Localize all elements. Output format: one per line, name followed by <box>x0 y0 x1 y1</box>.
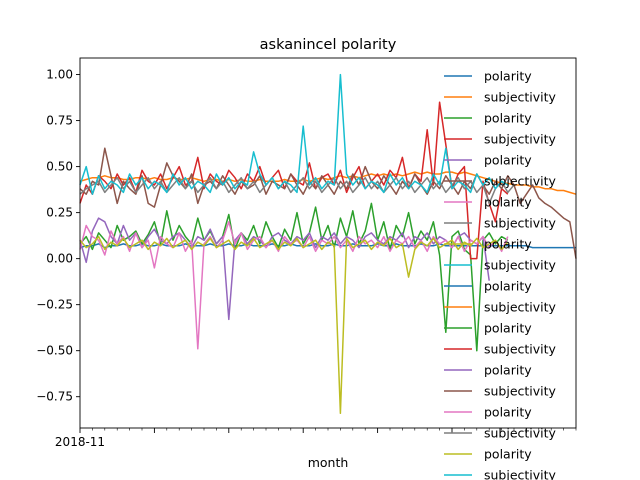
y-tick-label: 0.00 <box>46 252 73 266</box>
x-axis: 2018-11 <box>55 428 577 449</box>
legend-label: subjectivity <box>484 342 557 357</box>
y-tick-label: 0.25 <box>46 206 73 220</box>
legend-label: subjectivity <box>484 384 557 399</box>
y-tick-label: 1.00 <box>46 68 73 82</box>
legend-label: subjectivity <box>484 174 557 189</box>
legend-label: subjectivity <box>484 132 557 147</box>
y-tick-label: −0.50 <box>36 344 73 358</box>
series-line-9-polarity <box>79 235 509 415</box>
legend-label: polarity <box>484 111 532 126</box>
series-line-5-polarity <box>79 217 490 321</box>
y-tick-label: 0.50 <box>46 160 73 174</box>
legend-label: polarity <box>484 279 532 294</box>
legend-label: subjectivity <box>484 216 557 231</box>
legend-label: subjectivity <box>484 468 557 480</box>
y-tick-label: 0.75 <box>46 114 73 128</box>
series-line-3-polarity <box>79 202 509 352</box>
series-line-10-subjectivity <box>79 73 509 195</box>
legend-label: polarity <box>484 195 532 210</box>
y-axis: −0.75 −0.50 −0.25 0.00 0.25 0.50 0.75 1.00 <box>36 68 80 404</box>
legend-label: subjectivity <box>484 300 557 315</box>
series-layer <box>79 73 577 415</box>
series-line-1-polarity <box>79 243 576 249</box>
legend-label: subjectivity <box>484 90 557 105</box>
legend-label: subjectivity <box>484 426 557 441</box>
legend-label: polarity <box>484 405 532 420</box>
legend-label: polarity <box>484 69 532 84</box>
legend-label: polarity <box>484 153 532 168</box>
legend-label: polarity <box>484 447 532 462</box>
legend-label: polarity <box>484 237 532 252</box>
legend: polarity subjectivity polarity subjectivity… <box>444 69 557 480</box>
legend-label: subjectivity <box>484 258 557 273</box>
chart-title: askanincel polarity <box>260 37 397 53</box>
legend-label: polarity <box>484 321 532 336</box>
y-tick-label: −0.75 <box>36 390 73 404</box>
x-tick-label: 2018-11 <box>55 435 105 449</box>
legend-label: polarity <box>484 363 532 378</box>
x-axis-label: month <box>308 455 349 470</box>
y-tick-label: −0.25 <box>36 298 73 312</box>
